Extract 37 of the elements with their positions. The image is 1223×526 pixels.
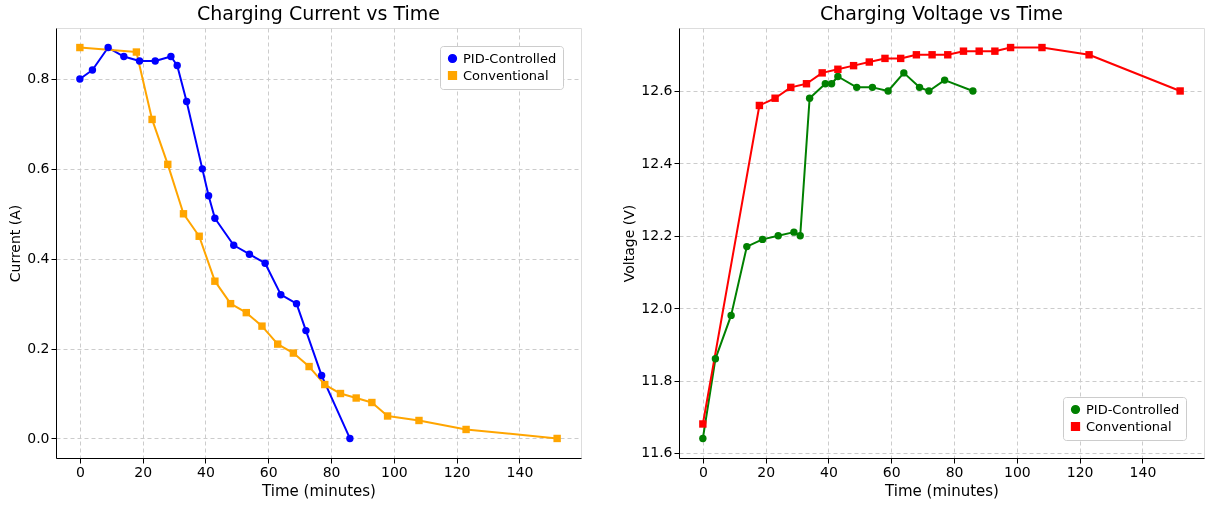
y-tick-label: 12.6 (641, 82, 673, 99)
x-tick-label: 140 (1129, 463, 1157, 480)
x-tick-label: 80 (322, 463, 341, 480)
x-axis-title: Time (minutes) (884, 481, 999, 500)
y-tick-label: 0.8 (27, 70, 50, 87)
y-tick-label: 0.6 (27, 160, 50, 177)
x-tick-label: 40 (820, 463, 838, 480)
legend-label: Conventional (1086, 418, 1172, 434)
y-axis-title: Current (A) (7, 204, 24, 283)
x-tick-label: 100 (1003, 463, 1031, 480)
y-tick-label: 0.4 (27, 250, 50, 267)
chart-title: Charging Current vs Time (197, 2, 440, 24)
y-tick-label: 11.6 (641, 444, 673, 461)
x-tick-label: 20 (757, 463, 776, 480)
x-tick-label: 0 (698, 463, 708, 480)
y-tick-label: 0.0 (27, 429, 50, 446)
x-tick-label: 100 (380, 463, 408, 480)
legend-label: PID-Controlled (463, 50, 557, 66)
y-tick-label: 11.8 (641, 372, 673, 389)
y-tick-label: 12.4 (641, 154, 673, 171)
x-tick-label: 80 (945, 463, 964, 480)
y-tick-label: 12.0 (641, 299, 673, 316)
chart-title: Charging Voltage vs Time (820, 2, 1063, 24)
legend-label: Conventional (463, 67, 549, 83)
x-tick-label: 0 (75, 463, 85, 480)
y-tick-label: 0.2 (27, 340, 50, 357)
x-tick-label: 60 (259, 463, 278, 480)
x-tick-label: 120 (1066, 463, 1094, 480)
x-tick-label: 20 (134, 463, 153, 480)
x-tick-label: 120 (443, 463, 471, 480)
y-tick-label: 12.2 (641, 227, 673, 244)
x-tick-label: 60 (882, 463, 901, 480)
x-tick-label: 140 (506, 463, 534, 480)
y-axis-title: Voltage (V) (621, 204, 638, 283)
x-axis-title: Time (minutes) (261, 481, 376, 500)
x-tick-label: 40 (197, 463, 215, 480)
legend-label: PID-Controlled (1086, 401, 1180, 417)
